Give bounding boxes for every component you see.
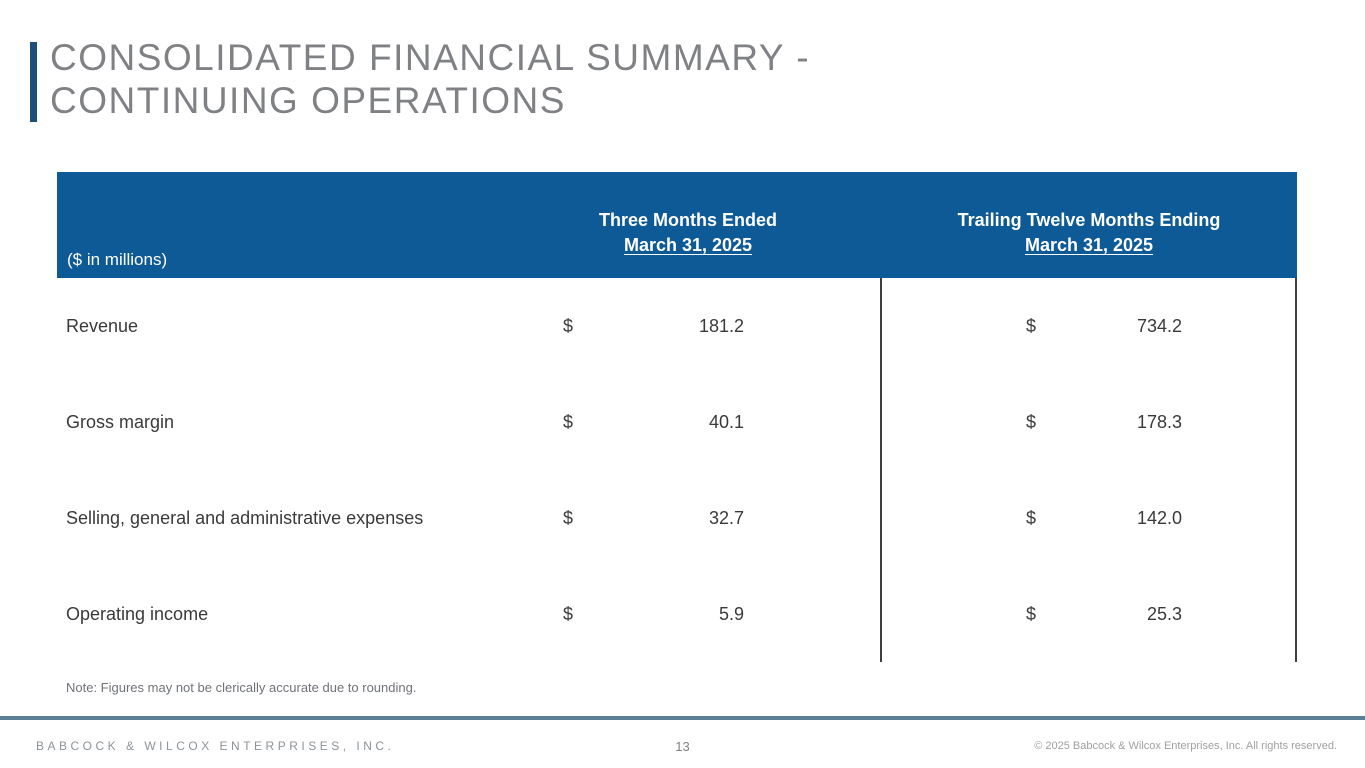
row-label: Revenue [66, 315, 139, 336]
cell-value: 142.0 [1136, 507, 1182, 528]
currency-symbol: $ [1026, 603, 1037, 624]
table-header-label-cell: ($ in millions) [57, 172, 495, 278]
footer-company-name: BABCOCK & WILCOX ENTERPRISES, INC. [36, 739, 395, 753]
cell-value: 25.3 [1146, 603, 1182, 624]
currency-symbol: $ [563, 507, 574, 528]
operating-income-three-months-cell: $ 5.9 [495, 604, 881, 625]
gross-margin-three-months-cell: $ 40.1 [495, 412, 881, 433]
row-label: Selling, general and administrative expe… [66, 507, 424, 528]
page-title-line2: CONTINUING OPERATIONS [50, 80, 566, 121]
sga-three-months-cell: $ 32.7 [495, 508, 881, 529]
cell-value: 32.7 [708, 507, 744, 528]
row-label: Operating income [66, 603, 209, 624]
currency-symbol: $ [563, 411, 574, 432]
footer-copyright: © 2025 Babcock & Wilcox Enterprises, Inc… [1034, 740, 1337, 752]
currency-symbol: $ [563, 603, 574, 624]
currency-symbol: $ [1026, 411, 1037, 432]
column-header-trailing-twelve: Trailing Twelve Months Ending March 31, … [881, 172, 1297, 278]
footer-divider-line [0, 716, 1365, 720]
cell-value: 5.9 [718, 603, 744, 624]
page-title-line1: CONSOLIDATED FINANCIAL SUMMARY - [50, 37, 811, 78]
title-accent-bar [30, 42, 37, 122]
page-title: CONSOLIDATED FINANCIAL SUMMARY - CONTINU… [50, 36, 810, 122]
currency-symbol: $ [563, 315, 574, 336]
cell-value: 178.3 [1136, 411, 1182, 432]
rounding-note: Note: Figures may not be clerically accu… [66, 680, 417, 695]
cell-value: 734.2 [1136, 315, 1182, 336]
page-number: 13 [675, 739, 690, 754]
sga-trailing-twelve-cell: $ 142.0 [881, 508, 1297, 529]
revenue-three-months-cell: $ 181.2 [495, 316, 881, 337]
operating-income-trailing-twelve-cell: $ 25.3 [881, 604, 1297, 625]
column-header-trailing-twelve-date: March 31, 2025 [1024, 235, 1154, 255]
column-header-three-months-title: Three Months Ended [598, 210, 777, 230]
column-divider-line [880, 278, 882, 662]
cell-value: 40.1 [708, 411, 744, 432]
table-body: Revenue $ 181.2 $ 734.2 Gross margin $ 4… [57, 278, 1297, 662]
row-label: Gross margin [66, 411, 175, 432]
financial-summary-table: ($ in millions) Three Months Ended March… [57, 172, 1297, 662]
currency-symbol: $ [1026, 507, 1037, 528]
units-label: ($ in millions) [67, 250, 168, 269]
revenue-trailing-twelve-cell: $ 734.2 [881, 316, 1297, 337]
table-row-operating-income: Operating income $ 5.9 $ 25.3 [57, 566, 1297, 662]
table-row-sga-expenses: Selling, general and administrative expe… [57, 470, 1297, 566]
gross-margin-trailing-twelve-cell: $ 178.3 [881, 412, 1297, 433]
table-right-border-line [1295, 278, 1297, 662]
table-row-gross-margin: Gross margin $ 40.1 $ 178.3 [57, 374, 1297, 470]
table-header: ($ in millions) Three Months Ended March… [57, 172, 1297, 278]
cell-value: 181.2 [698, 315, 744, 336]
column-header-three-months-date: March 31, 2025 [623, 235, 753, 255]
currency-symbol: $ [1026, 315, 1037, 336]
column-header-trailing-twelve-title: Trailing Twelve Months Ending [957, 210, 1221, 230]
column-header-three-months: Three Months Ended March 31, 2025 [495, 172, 881, 278]
table-row-revenue: Revenue $ 181.2 $ 734.2 [57, 278, 1297, 374]
